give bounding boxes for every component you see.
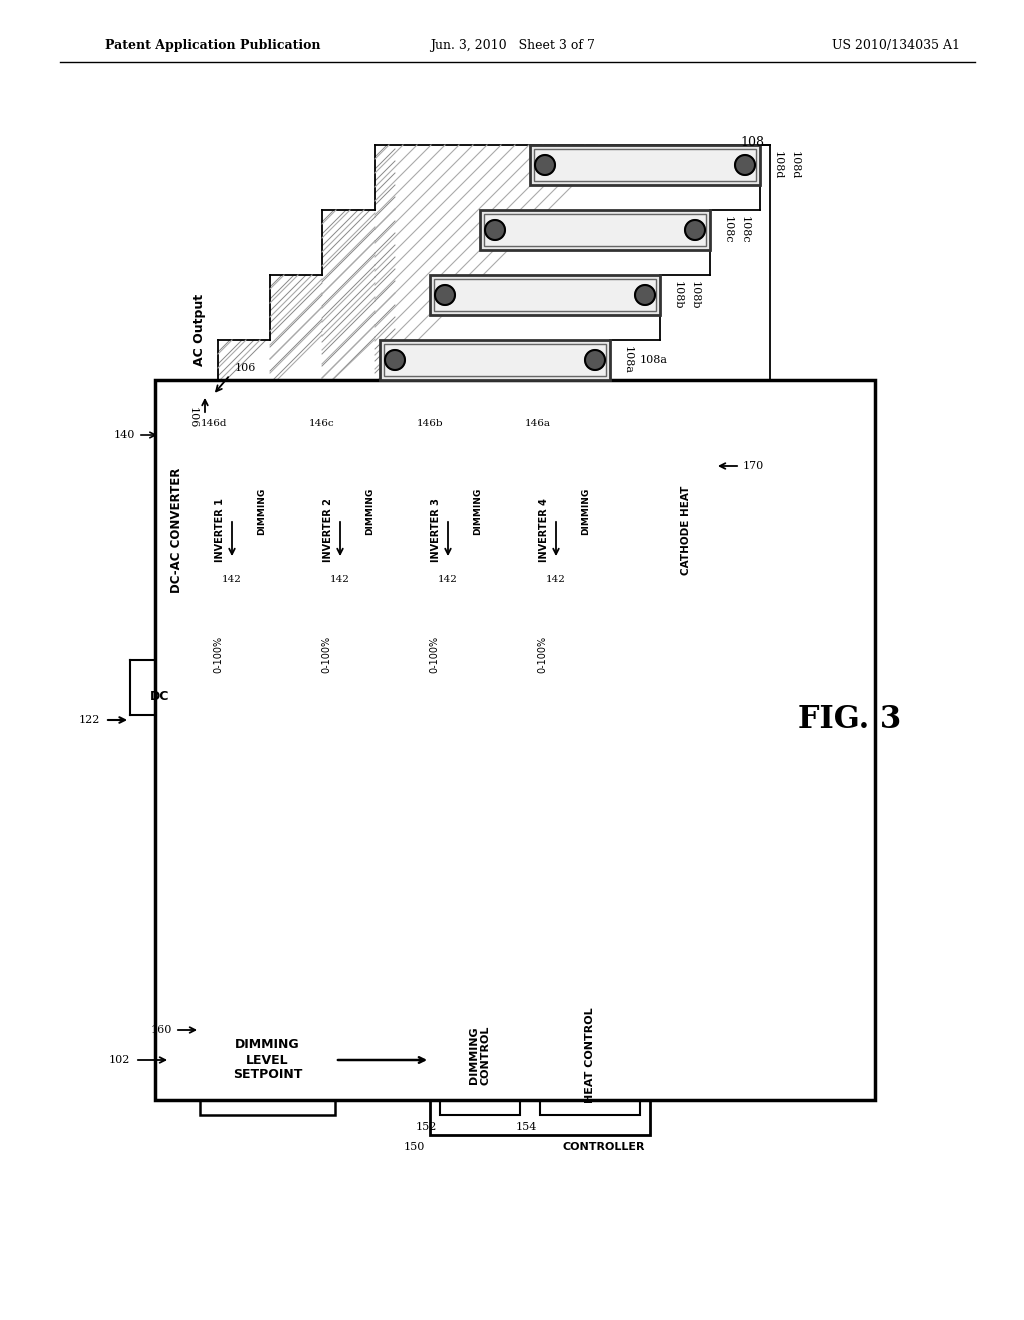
Circle shape (385, 350, 406, 370)
Text: 154: 154 (516, 1122, 537, 1133)
Circle shape (685, 220, 705, 240)
Text: 150: 150 (403, 1142, 425, 1152)
Text: 146c: 146c (309, 418, 335, 428)
Bar (243, 446, 281, 576)
Text: 0-100%: 0-100% (321, 635, 331, 673)
Bar (430, 979, 650, 1135)
Text: 0-100%: 0-100% (429, 635, 439, 673)
Text: DC: DC (150, 690, 169, 704)
Text: DIMMING: DIMMING (366, 487, 375, 535)
Text: Jun. 3, 2010   Sheet 3 of 7: Jun. 3, 2010 Sheet 3 of 7 (430, 38, 595, 51)
Text: 108a: 108a (640, 355, 668, 366)
Circle shape (535, 154, 555, 176)
Text: 142: 142 (222, 574, 242, 583)
Text: INVERTER 1: INVERTER 1 (215, 498, 225, 562)
Text: 106: 106 (188, 408, 198, 429)
Bar (198, 432, 291, 630)
Text: 160: 160 (151, 1026, 172, 1035)
Text: 142: 142 (438, 574, 458, 583)
Circle shape (735, 154, 755, 176)
Bar (200, 1005, 335, 1115)
Text: LAMP: LAMP (571, 223, 618, 238)
Bar (380, 341, 610, 380)
Text: 108a: 108a (623, 346, 633, 374)
Bar (351, 446, 389, 576)
Bar (306, 432, 399, 630)
Text: 106: 106 (234, 363, 256, 374)
Text: 140: 140 (114, 430, 135, 440)
Bar (522, 432, 615, 630)
Text: INVERTER 4: INVERTER 4 (539, 498, 549, 562)
Bar (530, 145, 760, 185)
Text: LAMP: LAMP (521, 288, 568, 302)
Bar (155, 380, 874, 1100)
Text: 108c: 108c (740, 216, 750, 244)
Text: 102: 102 (109, 1055, 130, 1065)
Bar (160, 414, 720, 645)
Bar (430, 275, 660, 315)
Text: CATHODE HEAT: CATHODE HEAT (681, 486, 691, 574)
Circle shape (435, 285, 455, 305)
Text: 0-100%: 0-100% (213, 635, 223, 673)
Text: AC Output: AC Output (194, 294, 207, 366)
Bar (484, 214, 706, 246)
Text: DIMMING: DIMMING (473, 487, 482, 535)
Circle shape (585, 350, 605, 370)
Text: DIMMING: DIMMING (582, 487, 591, 535)
Text: 108c: 108c (723, 216, 733, 244)
Text: 142: 142 (330, 574, 350, 583)
Text: FIG. 3: FIG. 3 (799, 705, 901, 735)
Text: 108d: 108d (773, 150, 783, 180)
Text: 0-100%: 0-100% (537, 635, 547, 673)
Text: 108d: 108d (790, 150, 800, 180)
Bar (414, 432, 507, 630)
Bar (567, 446, 605, 576)
Text: 170: 170 (743, 461, 764, 471)
Text: CONTROLLER: CONTROLLER (562, 1142, 645, 1152)
Text: 108b: 108b (673, 281, 683, 309)
Text: DC-AC CONVERTER: DC-AC CONVERTER (170, 467, 182, 593)
Text: US 2010/134035 A1: US 2010/134035 A1 (831, 38, 961, 51)
Bar (540, 995, 640, 1115)
Text: 122: 122 (79, 715, 100, 725)
Text: 108: 108 (740, 136, 764, 149)
Text: DIMMING: DIMMING (257, 487, 266, 535)
Circle shape (485, 220, 505, 240)
Text: DIMMING
LEVEL
SETPOINT: DIMMING LEVEL SETPOINT (232, 1039, 302, 1081)
Text: 108b: 108b (690, 281, 700, 309)
Bar (662, 432, 710, 630)
Circle shape (635, 285, 655, 305)
Text: LAMP: LAMP (622, 157, 669, 173)
Text: INVERTER 3: INVERTER 3 (431, 498, 441, 562)
Text: 146b: 146b (417, 418, 443, 428)
Bar (480, 210, 710, 249)
Text: 152: 152 (416, 1122, 437, 1133)
Bar (534, 149, 756, 181)
Text: LAMP: LAMP (471, 352, 519, 367)
Text: 142: 142 (546, 574, 566, 583)
Bar (440, 995, 520, 1115)
Text: DIMMING
CONTROL: DIMMING CONTROL (469, 1026, 490, 1085)
Text: HEAT CONTROL: HEAT CONTROL (585, 1007, 595, 1102)
Bar (434, 279, 656, 312)
Text: 146a: 146a (525, 418, 551, 428)
Text: Patent Application Publication: Patent Application Publication (105, 38, 321, 51)
Bar (384, 345, 606, 376)
Text: INVERTER 2: INVERTER 2 (323, 498, 333, 562)
Text: 146d: 146d (201, 418, 227, 428)
Bar (459, 446, 497, 576)
